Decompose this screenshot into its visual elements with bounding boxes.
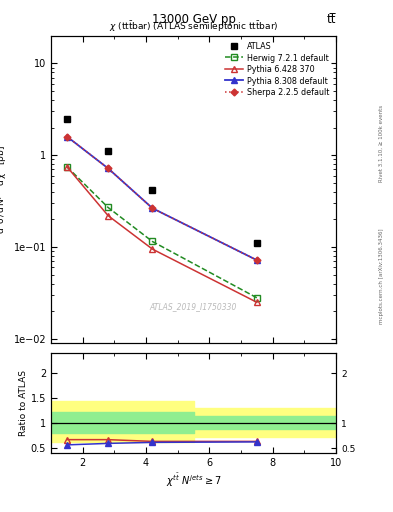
Y-axis label: $\mathrm{d^2\sigma\,/\,d\,N^{jets}_{}\,d\,\chi^{t\bar{t}}}$ [pb]: $\mathrm{d^2\sigma\,/\,d\,N^{jets}_{}\,d… <box>0 145 9 234</box>
X-axis label: $\chi^{t\bar{t}}\ N^{jets} \geq 7$: $\chi^{t\bar{t}}\ N^{jets} \geq 7$ <box>166 472 221 489</box>
Y-axis label: Ratio to ATLAS: Ratio to ATLAS <box>19 370 28 436</box>
Text: $\chi$ (tt$\bar{\rm t}$bar) (ATLAS semileptonic tt$\bar{\rm t}$bar): $\chi$ (tt$\bar{\rm t}$bar) (ATLAS semil… <box>109 19 278 34</box>
Legend: ATLAS, Herwig 7.2.1 default, Pythia 6.428 370, Pythia 8.308 default, Sherpa 2.2.: ATLAS, Herwig 7.2.1 default, Pythia 6.42… <box>223 40 332 99</box>
Text: mcplots.cern.ch [arXiv:1306.3436]: mcplots.cern.ch [arXiv:1306.3436] <box>379 229 384 324</box>
Text: tt̅: tt̅ <box>327 13 336 26</box>
Text: Rivet 3.1.10, ≥ 100k events: Rivet 3.1.10, ≥ 100k events <box>379 105 384 182</box>
Text: ATLAS_2019_I1750330: ATLAS_2019_I1750330 <box>150 302 237 311</box>
Text: 13000 GeV pp: 13000 GeV pp <box>152 13 235 26</box>
